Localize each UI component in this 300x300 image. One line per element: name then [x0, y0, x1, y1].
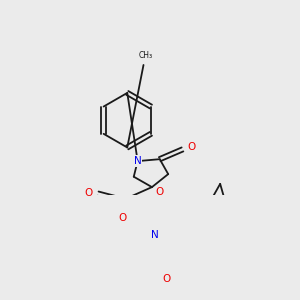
Text: O: O — [118, 213, 127, 223]
Text: O: O — [84, 188, 92, 198]
Text: N: N — [151, 230, 159, 240]
Text: O: O — [188, 142, 196, 152]
Text: N: N — [134, 156, 142, 166]
Text: CH₃: CH₃ — [138, 51, 152, 60]
Text: O: O — [156, 187, 164, 197]
Text: O: O — [162, 274, 170, 284]
